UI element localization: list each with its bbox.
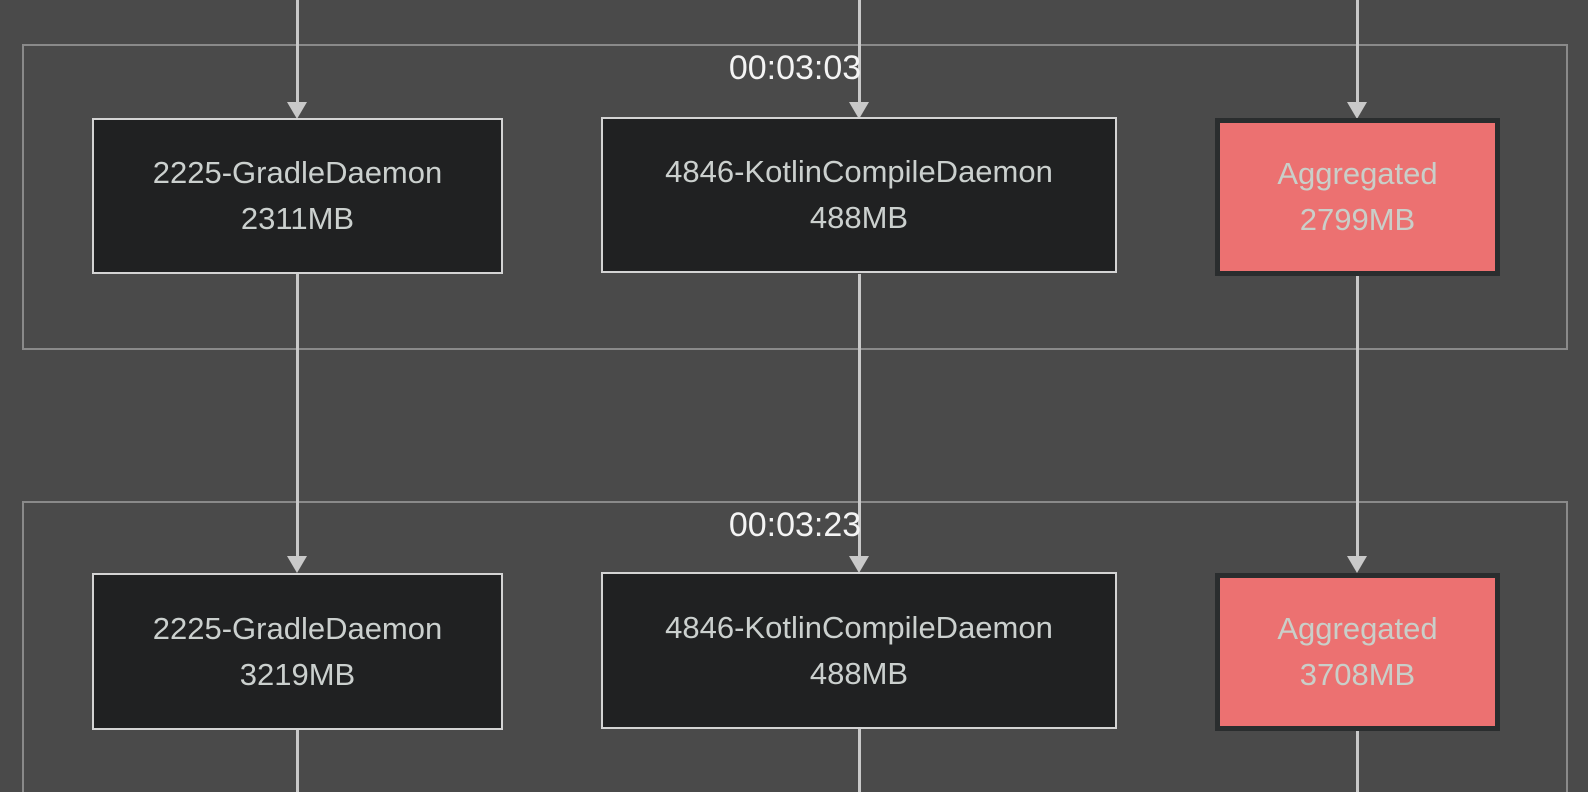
edge-line [295,729,299,792]
aggregated-node: Aggregated 3708MB [1215,573,1500,731]
edge-line [295,274,299,556]
edge-arrowhead-icon [1347,102,1367,119]
aggregated-memory: 3708MB [1299,657,1416,692]
aggregated-node: Aggregated 2799MB [1215,118,1500,276]
edge-arrowhead-icon [287,556,307,573]
process-name: 4846-KotlinCompileDaemon [665,154,1053,189]
process-memory: 488MB [809,655,909,691]
snapshot-cluster-1 [22,44,1568,350]
snapshot-timestamp: 00:03:23 [728,506,862,544]
edge-line [1355,276,1359,556]
process-memory: 2311MB [240,201,355,236]
edge-line [295,0,299,102]
process-name: 2225-GradleDaemon [152,155,443,190]
edge-line [1355,0,1359,102]
process-name: 4846-KotlinCompileDaemon [665,609,1053,645]
snapshot-cluster-2 [22,501,1568,792]
aggregated-memory: 2799MB [1299,202,1416,237]
process-memory: 3219MB [239,656,356,692]
aggregated-label: Aggregated [1277,156,1438,191]
process-memory: 488MB [809,200,909,235]
process-node-gradle-daemon: 2225-GradleDaemon 2311MB [92,118,503,274]
edge-arrowhead-icon [287,102,307,119]
edge-arrowhead-icon [1347,556,1367,573]
process-name: 2225-GradleDaemon [152,610,443,646]
edge-line [857,274,861,556]
edge-line [1355,731,1359,792]
edge-arrowhead-icon [849,102,869,119]
snapshot-timestamp: 00:03:03 [728,49,862,87]
process-node-kotlin-compile-daemon: 4846-KotlinCompileDaemon 488MB [601,117,1117,273]
edge-line [857,729,861,792]
edge-line [857,0,861,102]
process-node-gradle-daemon: 2225-GradleDaemon 3219MB [92,573,503,730]
aggregated-label: Aggregated [1277,611,1438,646]
process-node-kotlin-compile-daemon: 4846-KotlinCompileDaemon 488MB [601,572,1117,729]
edge-arrowhead-icon [849,556,869,573]
